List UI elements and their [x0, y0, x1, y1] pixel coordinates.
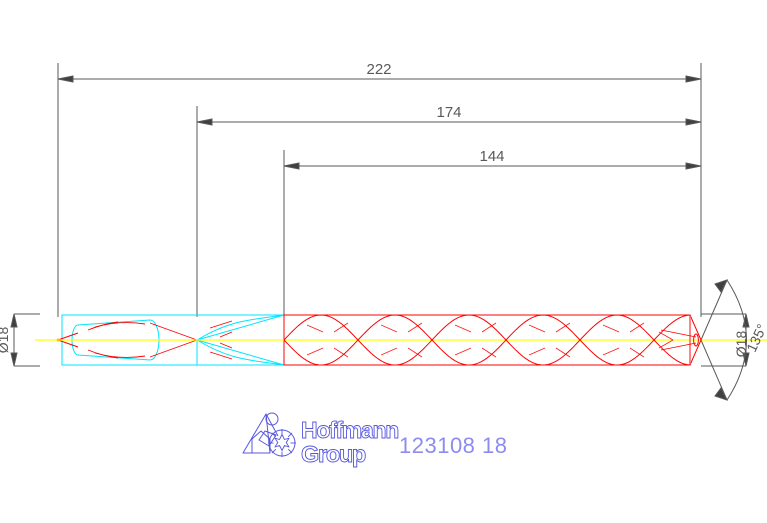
svg-text:Group: Group [301, 441, 366, 467]
svg-text:174: 174 [436, 104, 461, 121]
svg-text:Ø18: Ø18 [0, 327, 11, 354]
svg-text:144: 144 [479, 148, 504, 165]
svg-text:Hoffmann: Hoffmann [301, 417, 398, 443]
svg-text:123108 18: 123108 18 [399, 433, 508, 458]
svg-text:222: 222 [366, 61, 391, 78]
